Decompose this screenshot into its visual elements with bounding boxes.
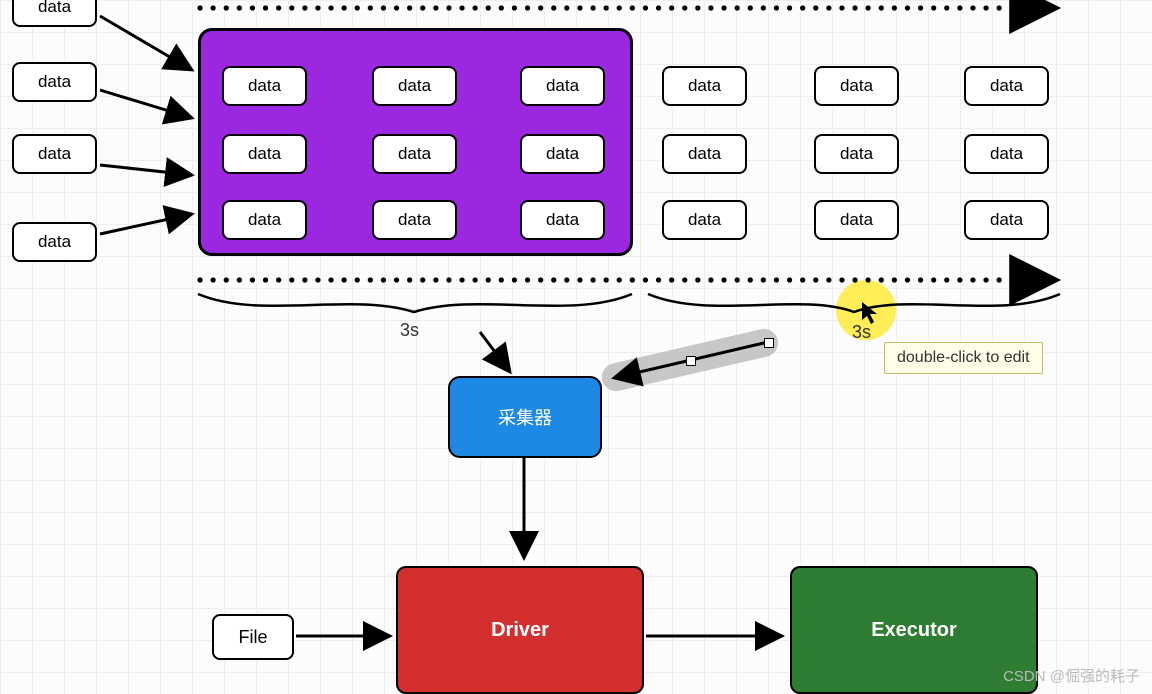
- brace-label-2: 3s: [852, 322, 871, 343]
- data-label: data: [840, 144, 873, 164]
- data-label: data: [688, 144, 721, 164]
- data-box-g-2-1[interactable]: data: [372, 200, 457, 240]
- data-box-g-0-1[interactable]: data: [372, 66, 457, 106]
- data-box-left-3[interactable]: data: [12, 222, 97, 262]
- driver-label: Driver: [491, 619, 549, 642]
- data-label: data: [38, 232, 71, 252]
- data-label: data: [546, 144, 579, 164]
- data-box-g-2-2[interactable]: data: [520, 200, 605, 240]
- data-box-o-0-0[interactable]: data: [662, 66, 747, 106]
- data-label: data: [398, 76, 431, 96]
- data-box-g-1-1[interactable]: data: [372, 134, 457, 174]
- collector-node[interactable]: 采集器: [448, 376, 602, 458]
- data-box-g-0-0[interactable]: data: [222, 66, 307, 106]
- data-label: data: [38, 144, 71, 164]
- data-box-left-0[interactable]: data: [12, 0, 97, 27]
- data-box-g-2-0[interactable]: data: [222, 200, 307, 240]
- data-box-o-2-0[interactable]: data: [662, 200, 747, 240]
- data-label: data: [398, 210, 431, 230]
- connector-handle-start[interactable]: [764, 338, 774, 348]
- data-box-left-1[interactable]: data: [12, 62, 97, 102]
- connector-handle-mid[interactable]: [686, 356, 696, 366]
- data-box-o-2-2[interactable]: data: [964, 200, 1049, 240]
- data-label: data: [546, 210, 579, 230]
- data-label: data: [688, 210, 721, 230]
- edit-tooltip: double-click to edit: [884, 342, 1043, 374]
- collector-label: 采集器: [498, 404, 552, 430]
- data-box-g-1-0[interactable]: data: [222, 134, 307, 174]
- data-box-o-1-2[interactable]: data: [964, 134, 1049, 174]
- data-label: data: [248, 76, 281, 96]
- watermark: CSDN @倔强的耗子: [1003, 665, 1140, 686]
- data-label: data: [248, 210, 281, 230]
- file-label: File: [238, 627, 267, 648]
- data-label: data: [990, 144, 1023, 164]
- data-box-o-2-1[interactable]: data: [814, 200, 899, 240]
- data-box-o-0-1[interactable]: data: [814, 66, 899, 106]
- data-box-o-0-2[interactable]: data: [964, 66, 1049, 106]
- data-label: data: [990, 76, 1023, 96]
- executor-label: Executor: [871, 619, 957, 642]
- file-node[interactable]: File: [212, 614, 294, 660]
- data-box-g-0-2[interactable]: data: [520, 66, 605, 106]
- data-label: data: [248, 144, 281, 164]
- driver-node[interactable]: Driver: [396, 566, 644, 694]
- data-label: data: [38, 0, 71, 17]
- data-label: data: [688, 76, 721, 96]
- executor-node[interactable]: Executor: [790, 566, 1038, 694]
- data-label: data: [546, 76, 579, 96]
- brace-label-1: 3s: [400, 320, 419, 341]
- data-label: data: [398, 144, 431, 164]
- data-label: data: [840, 76, 873, 96]
- tooltip-text: double-click to edit: [897, 349, 1030, 366]
- diagram-canvas[interactable]: data data data data data data data data …: [0, 0, 1152, 694]
- data-box-left-2[interactable]: data: [12, 134, 97, 174]
- data-box-o-1-1[interactable]: data: [814, 134, 899, 174]
- data-label: data: [38, 72, 71, 92]
- data-label: data: [990, 210, 1023, 230]
- data-box-o-1-0[interactable]: data: [662, 134, 747, 174]
- data-box-g-1-2[interactable]: data: [520, 134, 605, 174]
- data-label: data: [840, 210, 873, 230]
